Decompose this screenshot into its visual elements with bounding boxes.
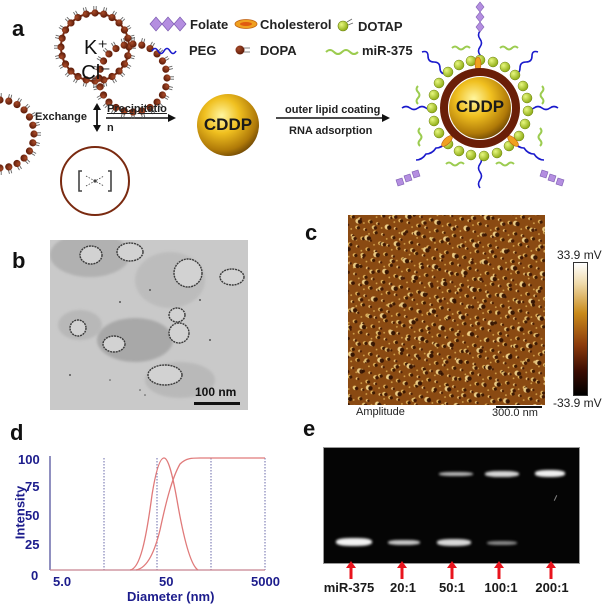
panel-label-a: a — [12, 16, 25, 41]
y-tick-50: 50 — [25, 508, 40, 523]
x-tick-5: 5.0 — [53, 574, 72, 589]
lpd-nanoparticle — [395, 1, 565, 189]
vertical-gridlines — [103, 458, 266, 570]
kcl-label: K⁺ Cl⁻ — [81, 37, 111, 84]
colorbar-max-label: 33.9 mV — [557, 248, 602, 262]
folate-ligands — [395, 1, 565, 187]
y-tick-75: 75 — [25, 479, 40, 494]
lane-label-50-1: 50:1 — [438, 580, 466, 595]
dls-chart — [49, 456, 266, 571]
colorbar-min-label: -33.9 mV — [553, 396, 602, 410]
tem-scalebar — [194, 402, 240, 405]
y-tick-100: 100 — [18, 452, 40, 467]
legend-folate-icon — [149, 16, 187, 32]
gel-band-upper-50 — [439, 472, 473, 476]
legend-dotap-icon — [337, 18, 354, 32]
afm-scalebar — [496, 406, 542, 408]
tem-scalebar-label: 100 nm — [195, 385, 237, 399]
y-tick-0: 0 — [31, 568, 39, 583]
cholesterol-molecules — [441, 56, 519, 147]
legend-cholesterol-icon — [234, 19, 258, 29]
gel-band-lower-mir375 — [336, 538, 372, 546]
lane-label-200-1: 200:1 — [535, 580, 569, 595]
precipitation-label: Precipitatio — [107, 103, 167, 115]
panel-label-c: c — [305, 220, 318, 245]
panel-label-b: b — [12, 248, 26, 273]
legend-dopa-label: DOPA — [260, 43, 297, 58]
gel-band-lower-50 — [437, 539, 471, 546]
y-tick-25: 25 — [25, 537, 40, 552]
gel-artifact — [553, 495, 558, 501]
afm-scalebar-label: 300.0 nm — [492, 407, 538, 419]
x-tick-5000: 5000 — [251, 574, 280, 589]
tem-micrograph: 100 nm — [50, 240, 248, 410]
afm-colorbar — [573, 262, 588, 396]
legend-peg-label: PEG — [189, 43, 217, 58]
mirna-strands — [415, 45, 545, 167]
gel-band-lower-100 — [487, 541, 517, 545]
gel-band-upper-200 — [535, 470, 565, 477]
afm-channel-label: Amplitude — [356, 406, 405, 418]
gel-electrophoresis-image — [323, 447, 580, 564]
precipitation-arrow-icon — [106, 114, 176, 122]
lane-arrow-icon-3 — [447, 561, 457, 579]
legend-mirna-label: miR-375 — [362, 43, 413, 58]
precipitation-label-n: n — [107, 122, 114, 134]
lane-label-20-1: 20:1 — [389, 580, 417, 595]
coating-arrow-icon — [276, 114, 390, 122]
gel-band-lower-20 — [388, 540, 420, 545]
panel-a-schematic — [0, 1, 565, 216]
lane-arrow-icon-4 — [494, 561, 504, 579]
afm-amplitude-image — [348, 215, 545, 405]
liposome-cisplatin — [0, 93, 130, 216]
exchange-label: Exchange — [35, 111, 87, 123]
cumulative-curve — [135, 457, 265, 571]
legend-peg-icon — [151, 47, 177, 55]
tem-particles — [50, 240, 245, 398]
exchange-arrow-icon — [93, 103, 101, 132]
legend-mirna-icon — [325, 49, 359, 55]
lane-arrow-icon-2 — [397, 561, 407, 579]
lane-arrow-icon-5 — [546, 561, 556, 579]
afm-texture — [348, 215, 545, 405]
coating-label: outer lipid coating — [285, 104, 381, 116]
legend-dopa-icon — [235, 45, 250, 55]
lane-label-100-1: 100:1 — [484, 580, 518, 595]
x-axis-title: Diameter (nm) — [127, 589, 215, 604]
y-axis-title: Intensity — [12, 485, 28, 540]
dotap-ring — [426, 54, 534, 162]
x-tick-50: 50 — [159, 574, 174, 589]
panel-label-d: d — [10, 420, 24, 445]
size-distribution-curve — [129, 457, 199, 571]
cisplatin-complex-icon — [78, 170, 112, 192]
adsorption-label: RNA adsorption — [289, 125, 373, 137]
gel-band-upper-100 — [485, 471, 519, 477]
legend-cholesterol-label: Cholesterol — [260, 17, 332, 32]
legend-folate-label: Folate — [190, 17, 229, 32]
panel-label-e: e — [303, 416, 316, 441]
lane-label-mir375: miR-375 — [323, 580, 375, 595]
cddp-core-label: CDDP — [203, 115, 253, 134]
lane-arrow-icon-1 — [346, 561, 356, 579]
cddp-core — [92, 37, 259, 156]
final-cddp-label: CDDP — [455, 97, 505, 116]
liposome-kcl — [53, 5, 137, 89]
legend-dotap-label: DOTAP — [358, 19, 403, 34]
